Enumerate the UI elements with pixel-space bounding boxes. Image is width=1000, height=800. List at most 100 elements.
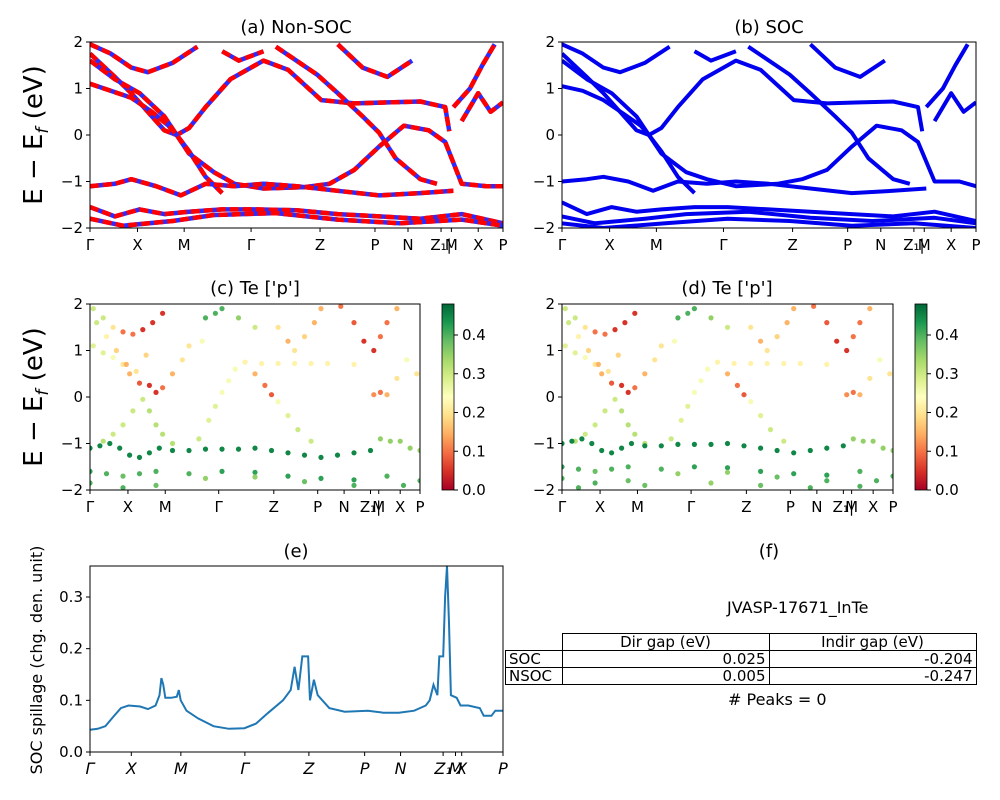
scatter-point	[202, 475, 209, 481]
scatter-point	[232, 366, 238, 372]
scatter-point	[143, 352, 149, 358]
scatter-point	[262, 382, 268, 388]
projection-points	[562, 304, 893, 490]
scatter-point	[619, 445, 625, 451]
scatter-point	[285, 338, 291, 344]
scatter-point	[592, 329, 598, 335]
plot-frame	[89, 303, 421, 491]
scatter-point	[384, 320, 390, 326]
x-tick-label: N	[811, 498, 822, 516]
x-tick-label: Γ	[687, 498, 696, 516]
scatter-point	[585, 347, 592, 354]
scatter-point	[824, 361, 830, 367]
x-tick-label: P	[498, 236, 507, 254]
scatter-point	[741, 443, 747, 449]
scatter-point	[351, 450, 357, 456]
scatter-point	[325, 360, 331, 367]
y-tick-label: −1	[61, 435, 83, 453]
scatter-point	[394, 375, 400, 381]
scatter-point	[318, 454, 324, 460]
scatter-point	[685, 403, 691, 409]
colorbar	[441, 303, 455, 491]
band-line	[274, 44, 438, 186]
panel-e-ylabel: SOC spillage (chg. den. unit)	[27, 546, 46, 775]
scatter-point	[592, 480, 598, 486]
scatter-point	[781, 360, 787, 367]
y-tick-label: −1	[533, 435, 555, 453]
scatter-point	[844, 392, 850, 398]
scatter-point	[824, 320, 830, 326]
scatter-point	[94, 320, 100, 326]
scatter-point	[351, 477, 357, 483]
scatter-point	[219, 446, 225, 452]
scatter-point	[259, 360, 265, 367]
x-tick-label: M	[845, 498, 858, 516]
y-tick-label: 0	[73, 388, 83, 406]
scatter-point	[404, 357, 410, 363]
scatter-point	[169, 440, 176, 447]
panel-a-title: (a) Non-SOC	[240, 17, 351, 38]
scatter-point	[715, 359, 721, 365]
band-line	[562, 84, 976, 189]
scatter-point	[579, 436, 585, 442]
scatter-point	[127, 371, 133, 377]
scatter-point	[791, 450, 797, 456]
colorbar-tick-label: 0.1	[935, 442, 959, 460]
scatter-point	[351, 361, 357, 367]
colorbar-tick-label: 0.3	[935, 365, 959, 383]
scatter-point	[212, 403, 218, 409]
x-tick-label: Γ	[247, 236, 256, 254]
scatter-point	[417, 447, 420, 454]
y-tick-label: −2	[533, 481, 555, 499]
x-tick-label: Z	[787, 236, 797, 254]
scatter-point	[394, 306, 400, 312]
scatter-point	[268, 447, 275, 454]
scatter-point	[196, 436, 202, 442]
scatter-point	[252, 324, 258, 330]
colorbar-tick-label: 0.3	[462, 365, 486, 383]
x-tick-label: M	[159, 498, 172, 516]
scatter-point	[850, 436, 856, 442]
scatter-point	[562, 464, 565, 470]
scatter-point	[807, 485, 813, 490]
x-tick-label: M	[650, 236, 663, 254]
scatter-point	[219, 306, 225, 312]
scatter-point	[582, 354, 588, 361]
scatter-point	[186, 343, 192, 349]
scatter-point	[877, 357, 883, 363]
scatter-point	[592, 422, 598, 428]
indir-gap-value: -0.204	[768, 650, 977, 668]
x-tick-label: X	[946, 236, 956, 254]
scatter-point	[130, 408, 136, 414]
band-line	[562, 59, 696, 195]
row-label: SOC	[505, 650, 563, 668]
scatter-point	[609, 380, 615, 386]
scatter-point	[351, 482, 357, 488]
band-line	[562, 216, 976, 228]
colorbar-tick-label: 0.2	[462, 404, 486, 422]
scatter-point	[120, 485, 126, 490]
plot-frame	[89, 565, 504, 753]
scatter-point	[708, 315, 714, 321]
scatter-point	[724, 324, 731, 330]
scatter-point	[602, 331, 608, 337]
scatter-point	[642, 443, 648, 449]
scatter-point	[100, 315, 106, 321]
scatter-point	[153, 482, 159, 488]
scatter-point	[107, 440, 113, 447]
band-line	[562, 42, 671, 75]
x-tick-label: P	[498, 759, 508, 778]
scatter-point	[731, 360, 737, 367]
band-line	[562, 52, 925, 137]
scatter-point	[153, 468, 159, 474]
scatter-point	[605, 368, 611, 374]
scatter-point	[599, 447, 605, 454]
scatter-point	[308, 438, 314, 444]
scatter-point	[870, 438, 876, 444]
scatter-point	[658, 443, 664, 449]
x-tick-label: Z₁|	[360, 498, 381, 516]
scatter-point	[758, 482, 764, 488]
